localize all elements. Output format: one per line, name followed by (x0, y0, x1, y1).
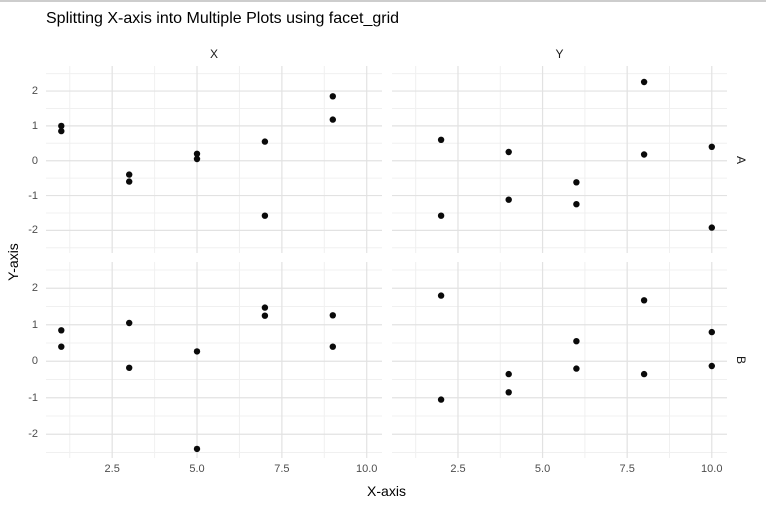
data-point (437, 136, 445, 143)
data-point (640, 78, 648, 86)
data-point (261, 138, 269, 145)
y-tick-label: 0 (31, 154, 38, 167)
y-tick-label: 1 (31, 318, 38, 331)
plot-title: Splitting X-axis into Multiple Plots usi… (46, 10, 400, 27)
data-point (437, 396, 445, 403)
data-point (573, 338, 580, 345)
data-point (640, 151, 648, 158)
y-tick-label: -1 (28, 391, 38, 404)
data-point (58, 127, 65, 135)
data-point (505, 370, 512, 378)
window-top-edge (0, 0, 766, 2)
data-point (329, 312, 336, 319)
y-tick-label: 2 (31, 282, 38, 295)
data-point (437, 212, 445, 219)
facet-col-strip-y: Y (555, 47, 564, 61)
data-point (640, 370, 648, 378)
data-point (505, 196, 512, 203)
data-point (261, 212, 269, 219)
data-point (573, 201, 580, 208)
y-tick-label: -1 (28, 189, 38, 202)
x-tick-label: 2.5 (450, 463, 466, 475)
x-tick-label: 10.0 (701, 463, 723, 475)
data-point (708, 143, 715, 150)
panel-col-y-row-b (392, 262, 727, 458)
data-point (329, 343, 336, 350)
data-point (126, 364, 133, 371)
y-tick-label: 1 (31, 119, 38, 132)
panel-col-x-row-b (46, 262, 382, 458)
data-point (573, 179, 580, 186)
data-point (193, 155, 201, 163)
y-tick-label: 0 (31, 355, 38, 368)
data-point (640, 297, 648, 304)
data-point (573, 365, 580, 372)
x-tick-label: 7.5 (619, 463, 635, 475)
data-point (58, 327, 65, 334)
panel-col-y-row-a (392, 66, 727, 253)
data-point (261, 312, 269, 319)
data-point (261, 304, 269, 311)
data-point (193, 348, 201, 355)
data-point (193, 445, 201, 453)
data-point (329, 93, 336, 100)
data-point (58, 122, 65, 130)
data-point (437, 292, 445, 299)
data-point (193, 150, 201, 157)
data-point (708, 362, 715, 370)
x-tick-label: 2.5 (104, 463, 120, 475)
x-tick-label: 7.5 (274, 463, 290, 475)
x-axis-title: X-axis (367, 483, 406, 499)
facet-row-strip-a: A (734, 155, 748, 165)
y-tick-label: 2 (31, 85, 38, 98)
x-tick-label: 5.0 (189, 463, 205, 475)
data-point (708, 328, 715, 336)
data-point (126, 319, 133, 327)
data-point (58, 343, 65, 350)
facet-col-strip-x: X (209, 47, 218, 61)
facet-row-strip-b: B (734, 355, 748, 365)
data-point (329, 116, 336, 123)
data-point (126, 178, 133, 185)
x-tick-label: 5.0 (534, 463, 551, 475)
data-point (126, 171, 133, 178)
y-tick-label: -2 (28, 224, 38, 237)
data-point (505, 389, 512, 396)
y-axis-title: Y-axis (5, 243, 21, 281)
data-point (708, 224, 715, 231)
x-tick-label: 10.0 (356, 463, 378, 475)
panel-col-x-row-a (46, 66, 382, 253)
y-tick-label: -2 (28, 428, 38, 441)
data-point (505, 148, 512, 156)
